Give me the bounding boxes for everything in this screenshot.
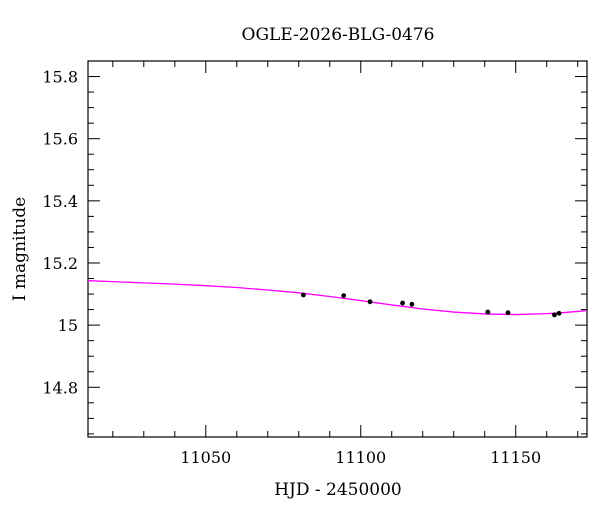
chart-title: OGLE-2026-BLG-0476 <box>242 25 435 45</box>
y-tick-label: 15 <box>58 316 78 335</box>
data-point <box>400 300 405 306</box>
axis-tick-labels: 11050 11100 11150 14.8 15 15.2 15.4 15.6 15.8 <box>42 68 541 467</box>
x-tick-label: 11150 <box>490 448 541 467</box>
data-point <box>301 292 306 298</box>
y-tick-label: 15.6 <box>42 130 78 149</box>
data-point-marker <box>485 309 491 315</box>
plot-area: 11050 11100 11150 14.8 15 15.2 15.4 15.6 15.8 <box>42 60 588 467</box>
data-point <box>485 309 491 315</box>
data-point-marker <box>556 310 562 316</box>
y-tick-label: 15.2 <box>42 254 78 273</box>
data-point <box>367 299 373 305</box>
y-tick-label: 15.8 <box>42 68 78 87</box>
model-curve-group <box>87 280 588 316</box>
plot-frame <box>87 60 588 438</box>
data-point-marker <box>301 292 306 298</box>
x-tick-label: 11050 <box>180 448 231 467</box>
axis-ticks <box>88 60 587 437</box>
data-point <box>505 310 511 316</box>
x-axis-label: HJD - 2450000 <box>274 480 402 500</box>
data-point-marker <box>505 310 511 316</box>
data-point-marker <box>367 299 373 305</box>
data-point-marker <box>409 301 415 307</box>
data-point-marker <box>341 293 347 299</box>
data-point <box>552 312 557 318</box>
data-point-marker <box>552 312 557 318</box>
y-tick-label: 14.8 <box>42 378 78 397</box>
data-point <box>341 293 347 299</box>
data-point <box>409 301 415 307</box>
x-tick-label: 11100 <box>335 448 386 467</box>
model-curve-line <box>87 280 588 316</box>
y-tick-label: 15.4 <box>42 192 78 211</box>
data-points-group <box>301 292 562 318</box>
y-axis-label: I magnitude <box>10 197 30 301</box>
data-point-marker <box>400 300 405 306</box>
data-point <box>556 310 562 316</box>
